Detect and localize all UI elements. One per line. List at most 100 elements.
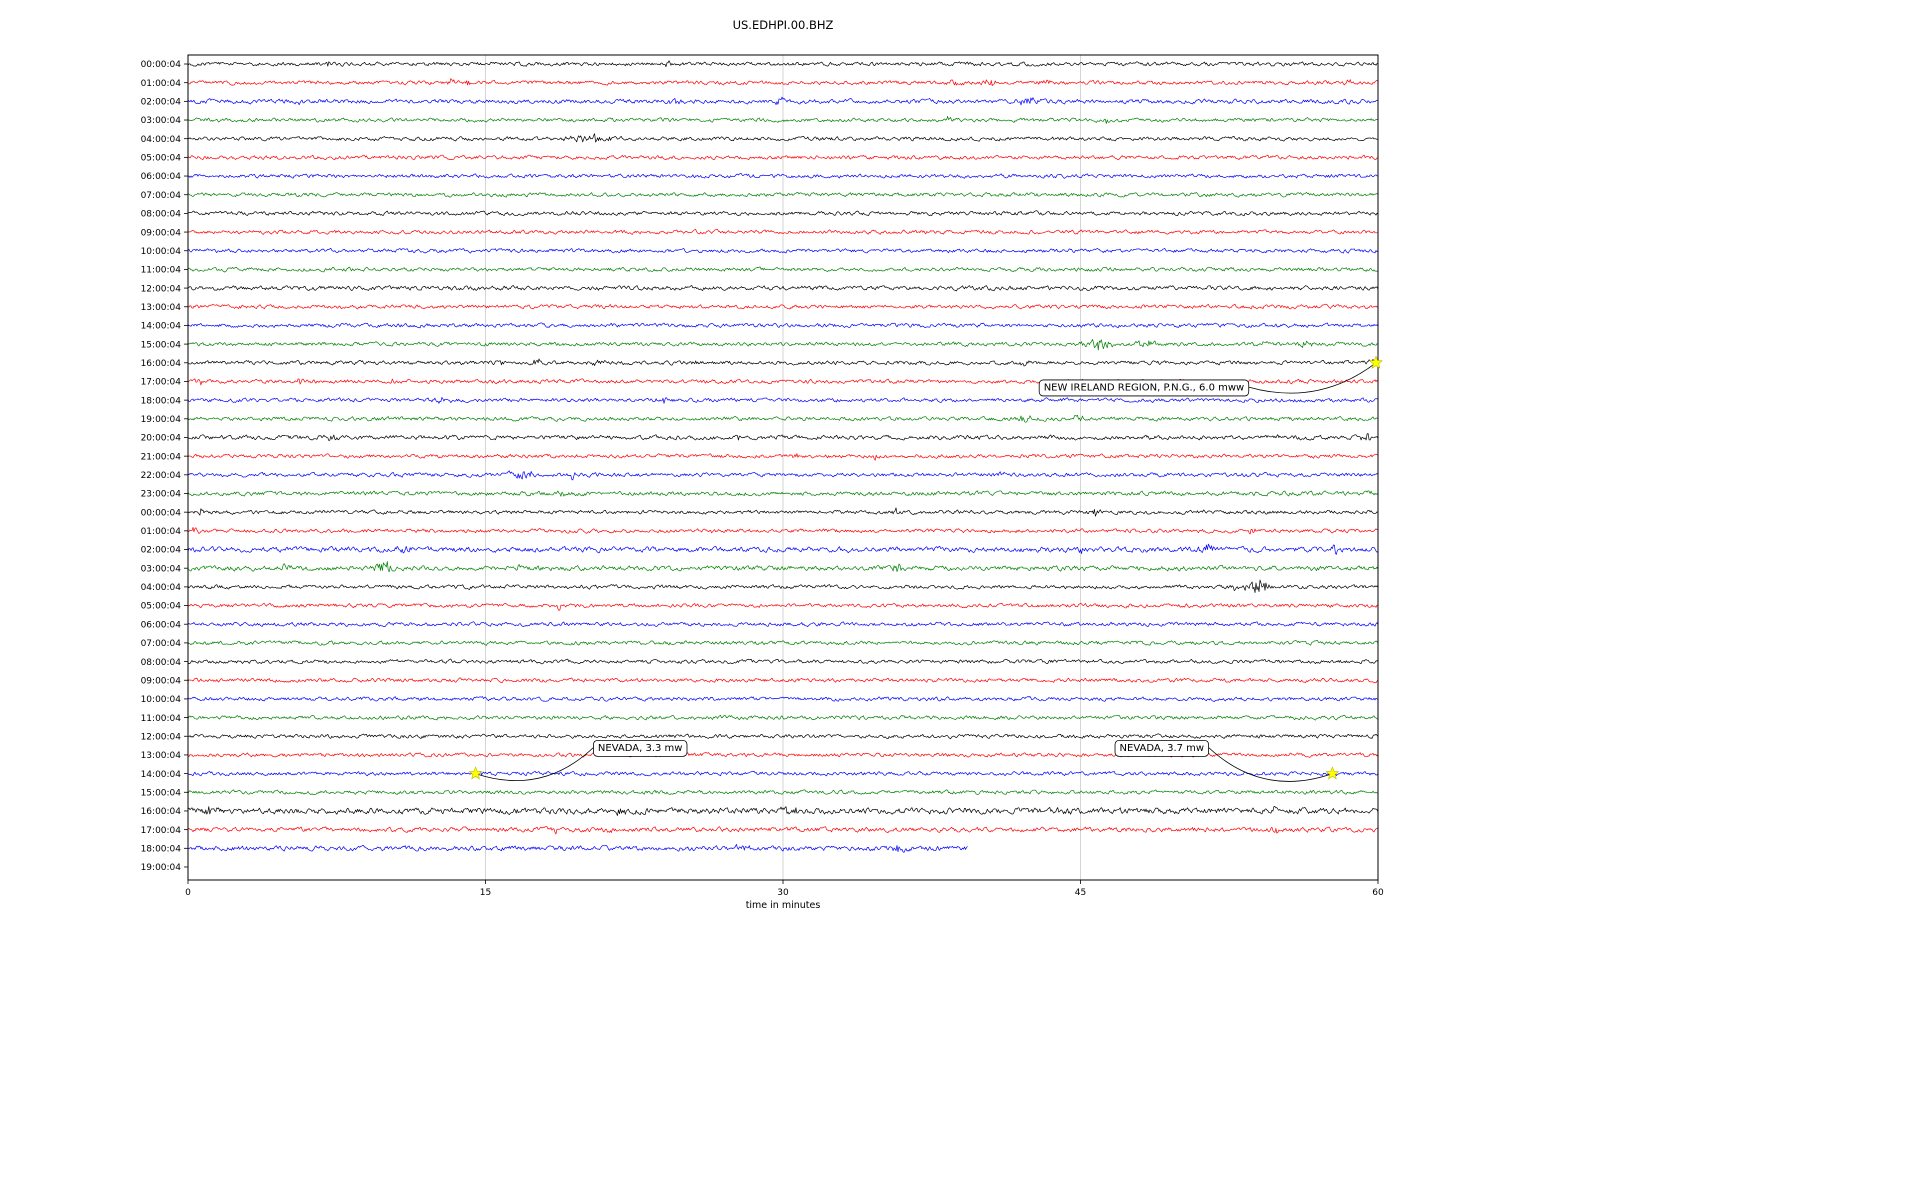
seismic-trace bbox=[187, 658, 1379, 665]
row-time-label: 16:00:04 bbox=[141, 807, 182, 817]
row-time-label: 09:00:04 bbox=[141, 676, 182, 686]
row-time-label: 08:00:04 bbox=[141, 210, 182, 220]
row-time-label: 22:00:04 bbox=[141, 471, 182, 481]
seismic-trace bbox=[187, 561, 1379, 572]
seismic-trace bbox=[187, 397, 1379, 404]
event-label: NEVADA, 3.3 mw bbox=[598, 743, 683, 754]
seismic-trace bbox=[187, 433, 1379, 441]
row-time-label: 00:00:04 bbox=[141, 508, 182, 518]
row-time-label: 07:00:04 bbox=[141, 639, 182, 649]
row-time-label: 15:00:04 bbox=[141, 340, 182, 350]
event-star-marker bbox=[468, 766, 483, 780]
seismic-trace bbox=[187, 453, 1379, 461]
row-time-label: 23:00:04 bbox=[141, 490, 182, 500]
seismic-trace bbox=[187, 78, 1379, 87]
event-label-box bbox=[1038, 379, 1250, 397]
seismic-trace bbox=[187, 770, 1379, 777]
row-time-label: 12:00:04 bbox=[141, 284, 182, 294]
seismic-trace bbox=[187, 640, 1379, 646]
row-time-label: 14:00:04 bbox=[141, 770, 182, 780]
seismic-trace bbox=[187, 470, 1379, 481]
row-time-label: 06:00:04 bbox=[141, 172, 182, 182]
x-axis-label: time in minutes bbox=[746, 900, 821, 911]
seismic-trace bbox=[187, 191, 1379, 198]
row-time-label: 18:00:04 bbox=[141, 845, 182, 855]
event-label: NEW IRELAND REGION, P.N.G., 6.0 mww bbox=[1044, 382, 1245, 393]
row-time-label: 11:00:04 bbox=[141, 714, 182, 724]
seismic-trace bbox=[187, 602, 1379, 611]
event-label-box bbox=[1114, 739, 1210, 757]
event-arrow bbox=[475, 747, 594, 782]
event-label-box bbox=[593, 739, 688, 757]
seismic-trace bbox=[187, 507, 1379, 517]
row-time-label: 10:00:04 bbox=[141, 247, 182, 257]
row-time-label: 04:00:04 bbox=[141, 135, 182, 145]
event-arrow bbox=[1248, 362, 1377, 394]
seismic-trace bbox=[187, 843, 968, 853]
seismic-trace bbox=[187, 414, 1379, 423]
seismic-trace bbox=[187, 266, 1379, 273]
row-time-label: 03:00:04 bbox=[141, 564, 182, 574]
seismic-trace bbox=[187, 526, 1379, 535]
row-time-label: 13:00:04 bbox=[141, 751, 182, 761]
seismic-trace bbox=[187, 490, 1379, 497]
seismic-trace bbox=[187, 285, 1379, 292]
seismic-trace bbox=[187, 378, 1379, 386]
row-time-label: 01:00:04 bbox=[141, 527, 182, 537]
x-tick-label: 30 bbox=[777, 888, 789, 898]
row-time-label: 04:00:04 bbox=[141, 583, 182, 593]
seismic-trace bbox=[187, 543, 1379, 555]
row-time-label: 02:00:04 bbox=[141, 98, 182, 108]
event-annotation: NEW IRELAND REGION, P.N.G., 6.0 mww bbox=[1038, 355, 1383, 397]
row-time-label: 12:00:04 bbox=[141, 732, 182, 742]
seismic-trace bbox=[187, 789, 1379, 795]
row-time-label: 19:00:04 bbox=[141, 863, 182, 873]
row-time-label: 00:00:04 bbox=[141, 60, 182, 70]
event-annotation: NEVADA, 3.7 mw bbox=[1114, 739, 1340, 782]
row-time-label: 02:00:04 bbox=[141, 546, 182, 556]
seismic-trace bbox=[187, 60, 1379, 68]
row-time-label: 13:00:04 bbox=[141, 303, 182, 313]
event-annotation: NEVADA, 3.3 mw bbox=[468, 739, 688, 782]
seismic-trace bbox=[187, 339, 1379, 351]
row-time-label: 18:00:04 bbox=[141, 396, 182, 406]
event-arrow bbox=[1208, 747, 1333, 782]
row-time-label: 03:00:04 bbox=[141, 116, 182, 126]
seismic-trace bbox=[187, 229, 1379, 235]
row-time-label: 20:00:04 bbox=[141, 434, 182, 444]
chart-title: US.EDHPI.00.BHZ bbox=[733, 18, 834, 32]
seismic-trace bbox=[187, 621, 1379, 628]
row-time-label: 05:00:04 bbox=[141, 602, 182, 612]
event-star-marker bbox=[1325, 766, 1340, 780]
row-time-label: 11:00:04 bbox=[141, 266, 182, 276]
row-time-label: 16:00:04 bbox=[141, 359, 182, 369]
seismic-trace bbox=[187, 677, 1379, 684]
seismic-trace bbox=[187, 322, 1379, 329]
row-time-label: 08:00:04 bbox=[141, 658, 182, 668]
seismic-trace bbox=[187, 96, 1379, 106]
row-time-label: 14:00:04 bbox=[141, 322, 182, 332]
seismic-trace bbox=[187, 247, 1379, 254]
x-tick-label: 0 bbox=[185, 888, 191, 898]
row-time-label: 10:00:04 bbox=[141, 695, 182, 705]
seismic-trace bbox=[187, 714, 1379, 721]
row-time-label: 06:00:04 bbox=[141, 620, 182, 630]
row-time-label: 17:00:04 bbox=[141, 378, 182, 388]
row-time-label: 19:00:04 bbox=[141, 415, 182, 425]
seismic-trace bbox=[187, 826, 1379, 835]
row-time-label: 21:00:04 bbox=[141, 452, 182, 462]
seismic-trace bbox=[187, 173, 1379, 179]
row-time-label: 05:00:04 bbox=[141, 154, 182, 164]
seismic-trace bbox=[187, 133, 1379, 143]
seismic-trace bbox=[187, 210, 1379, 217]
row-time-label: 01:00:04 bbox=[141, 79, 182, 89]
seismic-trace bbox=[187, 733, 1379, 740]
row-time-label: 17:00:04 bbox=[141, 826, 182, 836]
seismic-trace bbox=[187, 116, 1379, 124]
seismic-trace bbox=[187, 696, 1379, 702]
row-time-label: 15:00:04 bbox=[141, 788, 182, 798]
seismic-trace bbox=[187, 357, 1379, 367]
plot-layers: 00:00:04 01:00:04 02:00:04 03:00:04 04:00:04… bbox=[141, 54, 1384, 898]
